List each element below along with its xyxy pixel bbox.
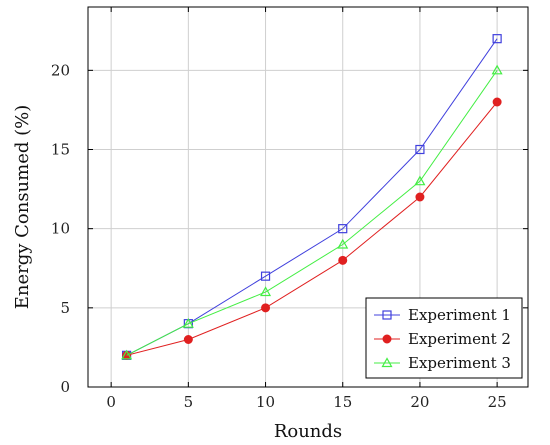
series-3-point-5 bbox=[491, 64, 503, 75]
series-1-point-4 bbox=[415, 144, 425, 155]
y-tick-label-15: 15 bbox=[51, 141, 70, 159]
series-1-point-3 bbox=[338, 224, 348, 234]
y-tick-label-5: 5 bbox=[60, 299, 70, 317]
legend: Experiment 1 Experiment 2 Experiment 3 bbox=[365, 297, 523, 379]
x-tick-label-20: 20 bbox=[410, 393, 429, 411]
legend-label-3: Experiment 3 bbox=[408, 354, 511, 372]
legend-marker-2 bbox=[382, 334, 392, 344]
legend-marker-1 bbox=[382, 310, 392, 320]
series-3-point-1 bbox=[182, 317, 194, 328]
legend-marker-3 bbox=[381, 357, 393, 368]
series-2-point-2 bbox=[261, 303, 271, 313]
series-3-point-0 bbox=[121, 349, 133, 360]
y-axis-label: Energy Consumed (%) bbox=[12, 105, 33, 310]
series-2-point-3 bbox=[338, 255, 348, 265]
y-axis-ticks: 0 5 10 15 20 bbox=[51, 61, 528, 396]
series-3 bbox=[121, 64, 503, 360]
x-tick-label-5: 5 bbox=[184, 393, 194, 411]
x-axis-ticks: 0 5 10 15 20 25 bbox=[106, 7, 507, 411]
x-tick-label-25: 25 bbox=[488, 393, 507, 411]
series-3-line bbox=[126, 70, 498, 356]
series-3-point-4 bbox=[414, 175, 426, 186]
y-tick-label-20: 20 bbox=[51, 61, 70, 79]
x-tick-label-0: 0 bbox=[106, 393, 116, 411]
y-tick-label-0: 0 bbox=[60, 378, 70, 396]
series-1-point-5 bbox=[492, 34, 502, 44]
x-tick-label-10: 10 bbox=[256, 393, 275, 411]
y-tick-label-10: 10 bbox=[51, 220, 70, 238]
series-2-line bbox=[126, 101, 498, 356]
x-tick-label-15: 15 bbox=[333, 393, 352, 411]
plot-frame bbox=[87, 6, 529, 388]
series-3-point-3 bbox=[337, 238, 349, 249]
legend-label-1: Experiment 1 bbox=[408, 306, 511, 324]
legend-box bbox=[365, 297, 523, 379]
series-1-point-2 bbox=[260, 271, 271, 281]
series-layer bbox=[121, 34, 503, 360]
legend-label-2: Experiment 2 bbox=[408, 330, 511, 348]
x-axis-label: Rounds bbox=[274, 421, 342, 442]
series-2-point-5 bbox=[492, 97, 502, 107]
series-3-point-2 bbox=[260, 286, 272, 297]
series-2-point-1 bbox=[183, 335, 193, 344]
series-2-point-4 bbox=[415, 192, 425, 202]
